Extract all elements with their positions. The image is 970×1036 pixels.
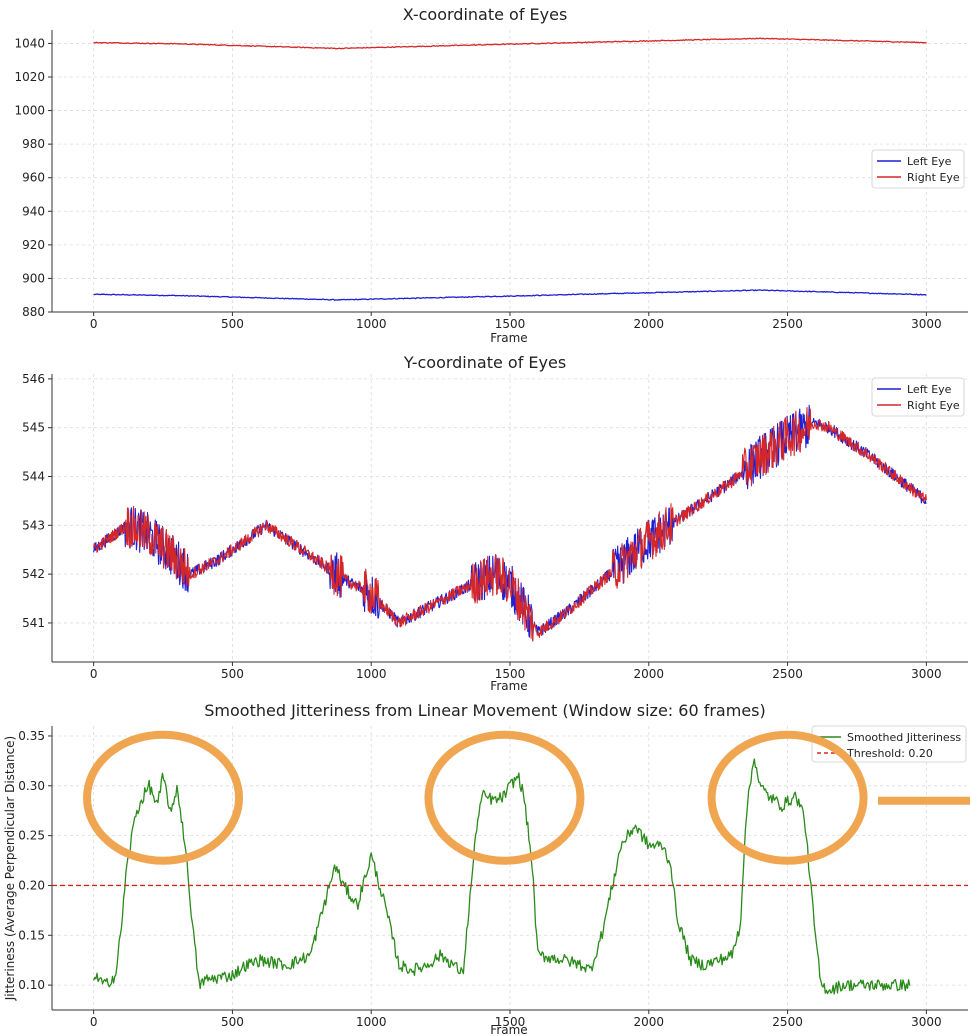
series-line-secondary (93, 407, 927, 642)
y-tick-label: 545 (22, 421, 45, 435)
x-axis-label: Frame (490, 331, 527, 345)
y-tick-label: 1020 (14, 70, 45, 84)
legend-box (871, 149, 965, 189)
x-tick-label: 0 (90, 317, 98, 331)
y-tick-label: 1040 (14, 36, 45, 50)
y-tick-label: 0.20 (18, 878, 45, 892)
y-tick-label: 1000 (14, 104, 45, 118)
highlight-circle (424, 730, 585, 865)
y-tick-label: 541 (22, 616, 45, 630)
y-tick-label: 920 (22, 238, 45, 252)
x-tick-label: 3000 (911, 317, 942, 331)
chart-panel-3: Smoothed Jitteriness from Linear Movemen… (3, 701, 970, 1036)
y-tick-label: 0.25 (18, 829, 45, 843)
x-tick-label: 1500 (495, 317, 526, 331)
y-tick-label: 543 (22, 518, 45, 532)
x-tick-label: 3000 (911, 1015, 942, 1029)
x-tick-label: 2500 (772, 667, 803, 681)
y-tick-label: 544 (22, 470, 45, 484)
chart-panel-1: X-coordinate of Eyes 0 500 1000 1500 2000 2500… (14, 5, 968, 345)
x-tick-label: 3000 (911, 667, 942, 681)
chart-title: X-coordinate of Eyes (403, 5, 568, 24)
x-tick-label: 1000 (356, 1015, 387, 1029)
y-tick-label: 0.30 (18, 779, 45, 793)
x-tick-label: 1500 (495, 1015, 526, 1029)
x-axis-label: Frame (490, 1023, 527, 1036)
legend-label: Right Eye (907, 399, 960, 412)
chart-title: Y-coordinate of Eyes (403, 353, 566, 372)
y-axis-label: Jitteriness (Average Perpendicular Dista… (3, 736, 17, 1002)
legend: Left Eye Right Eye (871, 149, 965, 189)
x-tick-label: 2500 (772, 317, 803, 331)
legend-label: Left Eye (907, 383, 952, 396)
y-tick-label: 880 (22, 305, 45, 319)
x-tick-label: 0 (90, 1015, 98, 1029)
y-tick-label: 980 (22, 137, 45, 151)
y-tick-label: 960 (22, 171, 45, 185)
x-tick-label: 2000 (634, 1015, 665, 1029)
x-tick-label: 500 (221, 1015, 244, 1029)
y-tick-label: 0.35 (18, 729, 45, 743)
y-tick-label: 546 (22, 372, 45, 386)
x-tick-label: 1000 (356, 317, 387, 331)
legend-label: Left Eye (907, 155, 952, 168)
legend-box (811, 725, 967, 763)
legend-box (871, 377, 965, 417)
highlight-circle (707, 730, 868, 865)
chart-panel-2: Y-coordinate of Eyes 0 500 1000 1500 2000 2500… (22, 353, 968, 693)
legend-label: Threshold: 0.20 (846, 747, 933, 760)
x-tick-label: 500 (221, 667, 244, 681)
series-line-primary (92, 758, 911, 995)
x-axis-label: Frame (490, 679, 527, 693)
y-tick-label: 0.10 (18, 978, 45, 992)
legend: Left Eye Right Eye (871, 377, 965, 417)
legend: Smoothed Jitteriness Threshold: 0.20 (811, 725, 967, 763)
legend-label: Right Eye (907, 171, 960, 184)
y-tick-label: 0.15 (18, 928, 45, 942)
x-tick-label: 1000 (356, 667, 387, 681)
x-tick-label: 1500 (495, 667, 526, 681)
series-line-primary (93, 289, 927, 301)
x-tick-label: 2000 (634, 317, 665, 331)
x-tick-label: 0 (90, 667, 98, 681)
y-tick-label: 940 (22, 204, 45, 218)
y-tick-label: 542 (22, 567, 45, 581)
x-tick-label: 2000 (634, 667, 665, 681)
chart-title: Smoothed Jitteriness from Linear Movemen… (204, 701, 766, 720)
highlight-circle (83, 730, 244, 865)
y-tick-label: 900 (22, 271, 45, 285)
legend-label: Smoothed Jitteriness (847, 731, 961, 744)
x-tick-label: 2500 (772, 1015, 803, 1029)
x-tick-label: 500 (221, 317, 244, 331)
series-line-secondary (93, 37, 927, 50)
